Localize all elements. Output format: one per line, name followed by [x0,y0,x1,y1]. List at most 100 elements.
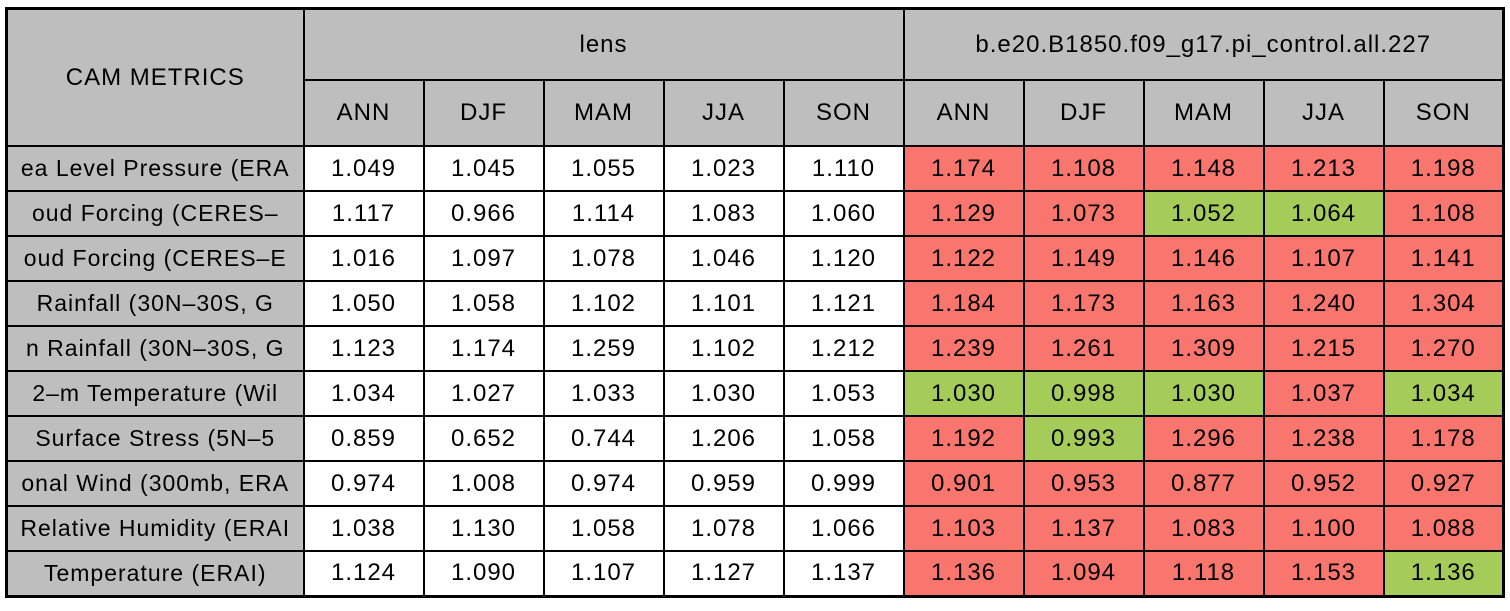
metric-cell-control-jja: 1.238 [1262,415,1385,462]
row-label: oud Forcing (CERES– [5,190,305,237]
metric-cell-control-son: 1.136 [1382,550,1505,597]
metric-cell-control-djf: 1.094 [1022,550,1145,597]
metric-cell-lens-djf: 1.090 [422,550,545,597]
metric-cell-lens-son: 1.121 [782,280,905,327]
metric-cell-lens-ann: 1.034 [302,370,425,417]
metric-cell-control-son: 1.304 [1382,280,1505,327]
metric-cell-lens-jja: 1.078 [662,505,785,552]
metric-cell-lens-jja: 1.046 [662,235,785,282]
metric-cell-control-jja: 1.037 [1262,370,1385,417]
metric-row: n Rainfall (30N–30S, G 1.123 1.174 1.259 1.1… [5,325,1505,372]
group-header-row: CAM METRICS lens b.e20.B1850.f09_g17.pi_… [5,7,1505,147]
metric-cell-control-mam: 0.877 [1142,460,1265,507]
metric-cell-control-ann: 0.901 [902,460,1025,507]
metric-row: 2–m Temperature (Wil 1.034 1.027 1.033 1.030… [5,370,1505,417]
metric-cell-lens-jja: 1.127 [662,550,785,597]
metric-cell-control-ann: 1.184 [902,280,1025,327]
metric-cell-lens-jja: 1.206 [662,415,785,462]
metric-cell-lens-son: 1.212 [782,325,905,372]
metric-cell-lens-mam: 1.114 [542,190,665,237]
metric-cell-control-mam: 1.052 [1142,190,1265,237]
metric-row: Relative Humidity (ERAI 1.038 1.130 1.058 1.… [5,505,1505,552]
metric-cell-control-son: 1.270 [1382,325,1505,372]
metric-cell-control-djf: 1.137 [1022,505,1145,552]
metric-cell-control-djf: 1.108 [1022,145,1145,192]
metric-row: ea Level Pressure (ERA 1.049 1.045 1.055 1.0… [5,145,1505,192]
metric-cell-control-son: 0.927 [1382,460,1505,507]
metric-cell-control-djf: 0.993 [1022,415,1145,462]
metric-cell-lens-son: 1.110 [782,145,905,192]
metric-cell-lens-jja: 1.023 [662,145,785,192]
metric-cell-lens-mam: 1.259 [542,325,665,372]
metric-cell-control-ann: 1.030 [902,370,1025,417]
metric-cell-control-jja: 1.107 [1262,235,1385,282]
season-header-control-ann: ANN [902,79,1025,147]
row-label: Rainfall (30N–30S, G [5,280,305,327]
metric-cell-lens-djf: 0.652 [422,415,545,462]
row-label: 2–m Temperature (Wil [5,370,305,417]
metric-cell-control-son: 1.178 [1382,415,1505,462]
metric-cell-lens-son: 0.999 [782,460,905,507]
metric-row: Surface Stress (5N–5 0.859 0.652 0.744 1.206… [5,415,1505,462]
metric-cell-control-son: 1.034 [1382,370,1505,417]
metric-cell-lens-djf: 1.174 [422,325,545,372]
metric-cell-lens-mam: 0.744 [542,415,665,462]
metric-cell-control-djf: 1.149 [1022,235,1145,282]
metric-cell-lens-djf: 1.045 [422,145,545,192]
season-header-row: ANN DJF MAM JJA SON ANN DJF MAM JJA SON [7,79,1505,147]
group-header-control-run: b.e20.B1850.f09_g17.pi_control.all.227 [902,7,1505,81]
metric-cell-control-mam: 1.148 [1142,145,1265,192]
metric-cell-control-djf: 1.261 [1022,325,1145,372]
metric-cell-lens-jja: 1.102 [662,325,785,372]
metric-cell-lens-mam: 1.058 [542,505,665,552]
metric-cell-lens-djf: 1.008 [422,460,545,507]
metric-cell-control-son: 1.141 [1382,235,1505,282]
metric-cell-control-ann: 1.174 [902,145,1025,192]
metric-cell-control-son: 1.108 [1382,190,1505,237]
metric-cell-lens-ann: 1.050 [302,280,425,327]
metric-cell-control-son: 1.088 [1382,505,1505,552]
metric-cell-lens-son: 1.060 [782,190,905,237]
metric-cell-control-ann: 1.239 [902,325,1025,372]
metric-cell-lens-son: 1.058 [782,415,905,462]
metric-cell-lens-son: 1.120 [782,235,905,282]
page-title: CAM METRICS [5,7,305,147]
row-label: Surface Stress (5N–5 [5,415,305,462]
metric-cell-control-jja: 0.952 [1262,460,1385,507]
metrics-rows: ea Level Pressure (ERA 1.049 1.045 1.055 1.0… [5,145,1505,597]
metric-cell-control-djf: 1.073 [1022,190,1145,237]
metric-cell-lens-djf: 1.027 [422,370,545,417]
metric-cell-control-djf: 1.173 [1022,280,1145,327]
metric-cell-control-ann: 1.122 [902,235,1025,282]
metric-row: Rainfall (30N–30S, G 1.050 1.058 1.102 1.101… [5,280,1505,327]
metric-cell-control-jja: 1.215 [1262,325,1385,372]
metric-cell-lens-ann: 1.117 [302,190,425,237]
metric-cell-lens-mam: 0.974 [542,460,665,507]
metric-cell-control-djf: 0.998 [1022,370,1145,417]
metric-cell-control-mam: 1.083 [1142,505,1265,552]
season-header-lens-jja: JJA [662,79,785,147]
metric-row: oud Forcing (CERES–E 1.016 1.097 1.078 1.046… [5,235,1505,282]
metrics-table-header: CAM METRICS lens b.e20.B1850.f09_g17.pi_… [5,7,1505,147]
metric-cell-lens-djf: 1.097 [422,235,545,282]
metric-cell-control-mam: 1.118 [1142,550,1265,597]
metric-cell-lens-jja: 1.101 [662,280,785,327]
metric-cell-control-mam: 1.030 [1142,370,1265,417]
metric-cell-control-ann: 1.136 [902,550,1025,597]
metric-cell-lens-mam: 1.107 [542,550,665,597]
metric-cell-control-djf: 0.953 [1022,460,1145,507]
metric-cell-lens-son: 1.053 [782,370,905,417]
season-header-control-jja: JJA [1262,79,1385,147]
metric-cell-lens-ann: 1.049 [302,145,425,192]
row-label: oud Forcing (CERES–E [5,235,305,282]
metric-cell-lens-jja: 1.030 [662,370,785,417]
row-label: onal Wind (300mb, ERA [5,460,305,507]
metric-cell-lens-djf: 0.966 [422,190,545,237]
metric-cell-lens-jja: 1.083 [662,190,785,237]
metric-cell-control-jja: 1.240 [1262,280,1385,327]
metric-row: oud Forcing (CERES– 1.117 0.966 1.114 1.083 1… [5,190,1505,237]
season-header-control-mam: MAM [1142,79,1265,147]
metric-cell-control-jja: 1.153 [1262,550,1385,597]
row-label: Relative Humidity (ERAI [5,505,305,552]
